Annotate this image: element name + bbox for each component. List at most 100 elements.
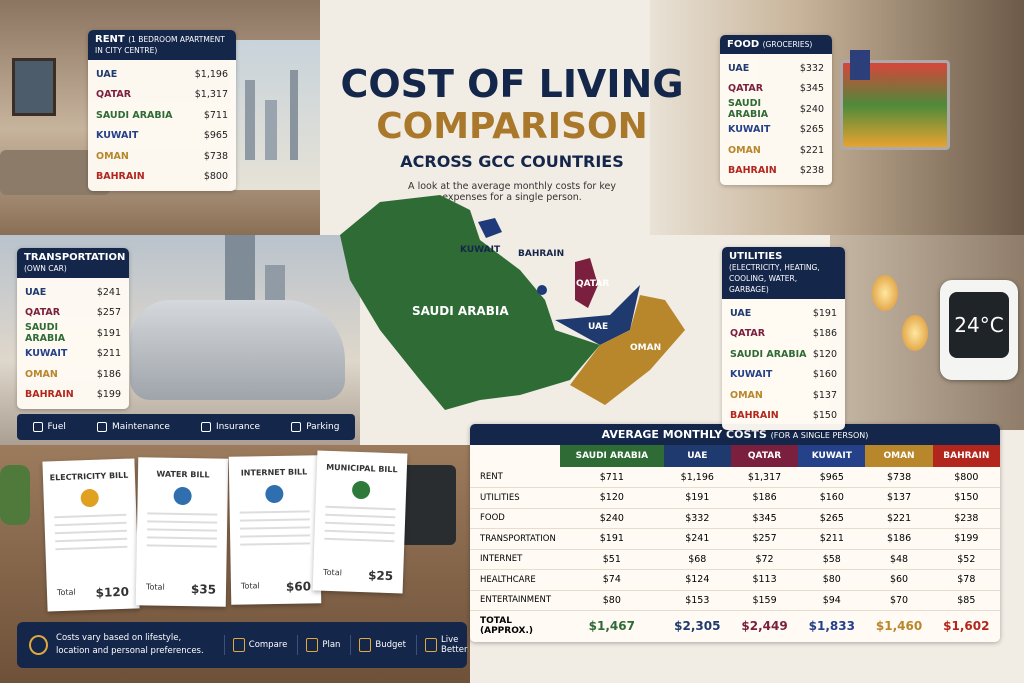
map-label: OMAN — [630, 343, 661, 353]
footer-action: Compare — [223, 635, 287, 655]
corner — [470, 445, 560, 467]
row-label: TRANSPORTATION — [480, 533, 556, 544]
table-row: FOOD $240 $332 $345 $265 $221 $238 — [470, 508, 1000, 529]
panel-row: QATAR $186 — [722, 324, 845, 345]
total-cell: $1,602 — [943, 618, 990, 633]
panel-body: UAE $332 QATAR $345 SAUDI ARABIA $240 KUWAIT $2… — [720, 54, 832, 185]
bill: ELECTRICITY BILL Total $120 — [42, 458, 140, 612]
cost-cell: $72 — [755, 553, 774, 565]
panel-header: UTILITIES (ELECTRICITY, HEATING, COOLING… — [722, 247, 845, 299]
description: A look at the average monthly costs for … — [408, 181, 616, 203]
bill: MUNICIPAL BILL Total $25 — [312, 450, 408, 594]
row-label: UTILITIES — [480, 492, 520, 503]
bill-line — [239, 526, 310, 530]
cost-table: SAUDI ARABIA UAE QATAR KUWAIT OMAN BAHRAIN REN… — [470, 445, 1000, 641]
country: KUWAIT — [730, 369, 773, 381]
grocery-photo — [650, 0, 1024, 235]
panel-note: (1 BEDROOM APARTMENT IN CITY CENTRE) — [95, 35, 225, 55]
bill-icon — [173, 486, 192, 506]
cost: $211 — [96, 348, 121, 360]
cost-cell: $240 — [599, 512, 624, 524]
panel-header: FOOD (GROCERIES) — [720, 35, 832, 54]
transport-item: Parking — [291, 422, 339, 432]
transport-item: Insurance — [200, 422, 261, 432]
bill-line — [55, 545, 128, 551]
row-label: ENTERTAINMENT — [480, 595, 552, 606]
map-label: UAE — [588, 322, 608, 332]
cost-cell: $120 — [599, 492, 624, 504]
action-label: Budget — [375, 640, 406, 650]
panel-row: BAHRAIN $238 — [720, 161, 832, 182]
cost-cell: $113 — [752, 574, 777, 586]
cost: $191 — [96, 327, 121, 339]
table-row: HEALTHCARE $74 $124 $113 $80 $60 $78 — [470, 570, 1000, 590]
cost-panel: UTILITIES (ELECTRICITY, HEATING, COOLING… — [722, 247, 845, 430]
country: KUWAIT — [728, 124, 771, 136]
country: SAUDI ARABIA — [728, 98, 769, 121]
map: KUWAIT BAHRAIN QATAR SAUDI ARABIA UAE OMAN — [340, 195, 685, 410]
cost-cell: $94 — [822, 594, 841, 606]
country: BAHRAIN — [96, 171, 145, 183]
panel-header: TRANSPORTATION (OWN CAR) — [17, 248, 129, 278]
map-kuwait — [478, 218, 502, 238]
subtitle: ACROSS GCC COUNTRIES — [400, 152, 624, 171]
column-header: KUWAIT — [798, 445, 866, 467]
cost: $186 — [812, 328, 837, 340]
bill-title: WATER BILL — [156, 469, 210, 480]
bill-total-label: Total — [240, 581, 260, 591]
bill-line — [54, 513, 127, 519]
bill-amount: $120 — [95, 584, 130, 600]
country: QATAR — [25, 307, 61, 319]
bill-amount: $60 — [285, 579, 312, 594]
total-cell: $2,449 — [741, 618, 788, 633]
icon — [96, 422, 107, 432]
transport-item: Maintenance — [96, 422, 170, 432]
transport-label: Insurance — [215, 422, 261, 432]
cost-cell: $241 — [685, 533, 710, 545]
bill-total-label: Total — [145, 582, 165, 592]
panel-title: UTILITIES — [729, 251, 783, 262]
bill-line — [240, 534, 311, 538]
map-label: SAUDI ARABIA — [412, 304, 509, 318]
thermostat-display: 24°C — [949, 292, 1009, 358]
panel-body: UAE $241 QATAR $257 SAUDI ARABIA $191 KUWAIT $2… — [17, 278, 129, 409]
map-qatar — [575, 258, 598, 308]
country: BAHRAIN — [25, 389, 74, 401]
country: BAHRAIN — [728, 165, 777, 177]
cost-cell: $52 — [957, 553, 976, 565]
country: OMAN — [25, 368, 58, 380]
map-oman — [570, 295, 685, 405]
cost-cell: $58 — [822, 553, 841, 565]
bill-line — [239, 510, 310, 514]
panel-row: KUWAIT $965 — [88, 126, 236, 147]
cost-cell: $85 — [957, 594, 976, 606]
cost-cell: $137 — [886, 492, 912, 504]
cost: $1,317 — [194, 89, 228, 101]
cost-cell: $738 — [886, 471, 912, 483]
header: COST OF LIVING COMPARISON ACROSS GCC COU… — [330, 62, 694, 203]
cost-cell: $1,317 — [747, 471, 782, 483]
transport-bar: Fuel Maintenance Insurance Parking — [17, 414, 355, 440]
panel-title: TRANSPORTATION — [24, 252, 126, 263]
country: OMAN — [730, 389, 763, 401]
cost: $160 — [812, 369, 837, 381]
panel-row: OMAN $221 — [720, 140, 832, 161]
bill-line — [239, 518, 310, 522]
cost-cell: $265 — [819, 512, 844, 524]
title-2: COMPARISON — [376, 106, 648, 147]
bill-line — [324, 521, 395, 527]
cost-cell: $80 — [602, 594, 621, 606]
panel-row: SAUDI ARABIA $711 — [88, 105, 236, 126]
bill-line — [146, 536, 217, 540]
footer-action: Live Better — [416, 635, 467, 655]
row-label: TOTAL (APPROX.) — [480, 615, 534, 636]
icon — [200, 422, 211, 432]
cost: $199 — [96, 389, 121, 401]
map-label: QATAR — [576, 279, 609, 289]
total-row: TOTAL (APPROX.) $1,467 $2,305 $2,449 $1,833 $… — [470, 610, 1000, 641]
country: OMAN — [728, 144, 761, 156]
cost: $240 — [799, 103, 824, 115]
panel-row: BAHRAIN $800 — [88, 167, 236, 188]
bill-line — [147, 512, 218, 516]
